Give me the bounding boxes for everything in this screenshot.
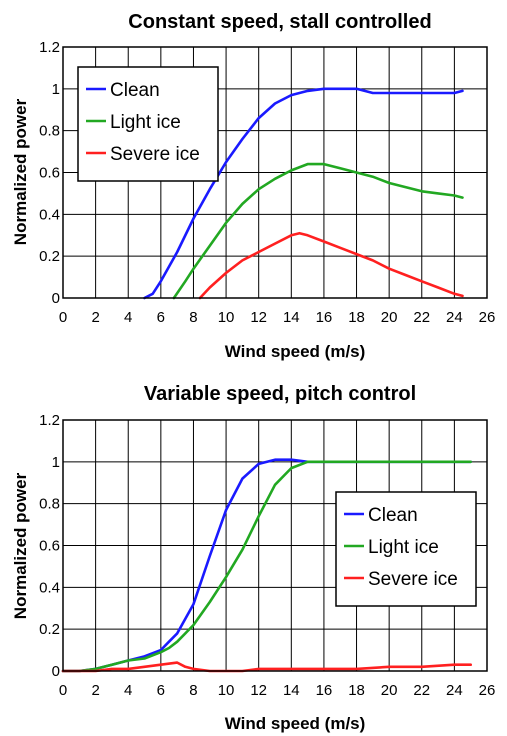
x-tick-label: 4: [124, 682, 132, 699]
legend-label-severe-ice: Severe ice: [368, 569, 458, 590]
x-tick-label: 8: [189, 682, 197, 699]
y-tick-label: 0.2: [39, 621, 60, 638]
x-tick-label: 12: [250, 682, 267, 699]
y-tick-label: 0.4: [39, 206, 60, 223]
x-tick-label: 10: [218, 682, 235, 699]
x-tick-label: 6: [157, 309, 165, 326]
y-tick-label: 0.8: [39, 123, 60, 140]
x-tick-label: 16: [316, 309, 333, 326]
y-tick-label: 0.2: [39, 248, 60, 265]
x-tick-label: 26: [479, 309, 496, 326]
x-tick-label: 22: [413, 682, 430, 699]
x-tick-label: 6: [157, 682, 165, 699]
y-tick-label: 1: [52, 81, 60, 98]
x-tick-label: 18: [348, 309, 365, 326]
x-tick-label: 22: [413, 309, 430, 326]
plot-frame: [62, 46, 488, 299]
chart-title: Constant speed, stall controlled: [128, 11, 431, 33]
y-tick-label: 1.2: [39, 412, 60, 429]
x-tick-labels: 0 2 4 6 8 10 12 14 16 18 20 22 24 26: [59, 309, 496, 326]
legend-label-clean: Clean: [110, 80, 160, 101]
legend-box: [335, 491, 477, 607]
y-axis-label: Normalized power: [11, 472, 30, 619]
x-tick-label: 14: [283, 682, 300, 699]
chart-stall-controlled: Constant speed, stall controlled 0 2 4 6 8 10…: [11, 11, 495, 361]
y-axis-label: Normalized power: [11, 98, 30, 245]
x-tick-label: 2: [91, 309, 99, 326]
y-tick-label: 0: [52, 290, 60, 307]
series-line-light-ice: [61, 460, 473, 673]
y-tick-labels: 0 0.2 0.4 0.6 0.8 1 1.2: [39, 39, 60, 307]
legend: Clean Light ice Severe ice: [77, 66, 219, 182]
x-tick-label: 10: [218, 309, 235, 326]
series-lines: [143, 87, 464, 300]
x-tick-label: 8: [189, 309, 197, 326]
y-tick-label: 0.6: [39, 165, 60, 182]
x-tick-label: 18: [348, 682, 365, 699]
series-line-severe-ice: [198, 231, 464, 300]
x-axis-label: Wind speed (m/s): [225, 342, 366, 361]
y-tick-label: 0.8: [39, 496, 60, 513]
x-tick-label: 2: [91, 682, 99, 699]
legend-label-clean: Clean: [368, 505, 418, 526]
x-tick-label: 14: [283, 309, 300, 326]
x-tick-label: 16: [316, 682, 333, 699]
x-tick-label: 12: [250, 309, 267, 326]
y-tick-label: 0.4: [39, 579, 60, 596]
x-tick-label: 0: [59, 309, 67, 326]
series-line-clean: [143, 87, 464, 300]
y-tick-labels: 0 0.2 0.4 0.6 0.8 1 1.2: [39, 412, 60, 680]
y-tick-label: 1.2: [39, 39, 60, 56]
legend-label-severe-ice: Severe ice: [110, 144, 200, 165]
y-tick-label: 1: [52, 454, 60, 471]
y-tick-label: 0: [52, 663, 60, 680]
x-tick-label: 4: [124, 309, 132, 326]
x-tick-label: 24: [446, 309, 463, 326]
series-line-light-ice: [172, 162, 464, 300]
x-tick-label: 24: [446, 682, 463, 699]
x-tick-labels: 0 2 4 6 8 10 12 14 16 18 20 22 24 26: [59, 682, 496, 699]
legend-box: [77, 66, 219, 182]
x-tick-label: 26: [479, 682, 496, 699]
legend: Clean Light ice Severe ice: [335, 491, 477, 607]
legend-label-light-ice: Light ice: [368, 537, 439, 558]
y-tick-label: 0.6: [39, 538, 60, 555]
chart-title: Variable speed, pitch control: [144, 383, 416, 405]
x-tick-label: 20: [381, 682, 398, 699]
plot-frame: [62, 419, 488, 672]
x-tick-label: 20: [381, 309, 398, 326]
chart-pitch-control: Variable speed, pitch control 0 2 4 6 8 10 12 1…: [11, 383, 495, 733]
x-axis-label: Wind speed (m/s): [225, 714, 366, 733]
legend-label-light-ice: Light ice: [110, 112, 181, 133]
x-tick-label: 0: [59, 682, 67, 699]
